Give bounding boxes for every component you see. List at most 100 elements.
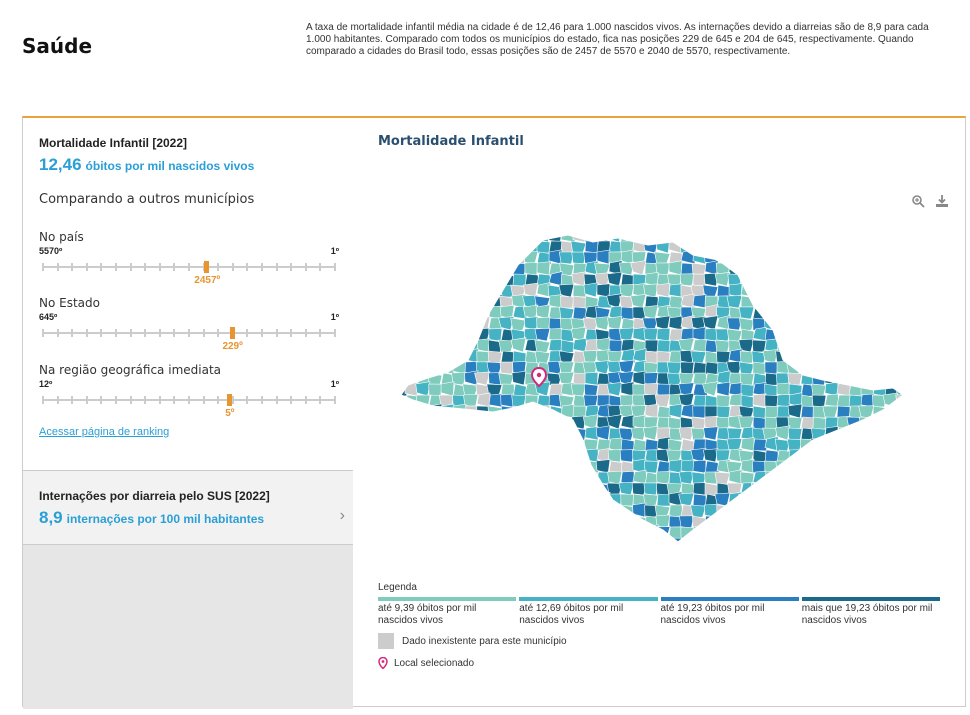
- municipality-shape[interactable]: [498, 458, 515, 474]
- municipality-shape[interactable]: [872, 469, 887, 485]
- municipality-shape[interactable]: [921, 373, 933, 385]
- municipality-shape[interactable]: [416, 272, 431, 287]
- municipality-shape[interactable]: [441, 549, 454, 560]
- municipality-shape[interactable]: [474, 515, 491, 530]
- municipality-shape[interactable]: [428, 306, 443, 320]
- municipality-shape[interactable]: [823, 306, 839, 320]
- municipality-shape[interactable]: [561, 548, 575, 560]
- municipality-shape[interactable]: [860, 304, 875, 320]
- municipality-shape[interactable]: [882, 414, 899, 430]
- municipality-shape[interactable]: [860, 491, 875, 507]
- municipality-shape[interactable]: [908, 394, 922, 407]
- municipality-shape[interactable]: [548, 449, 563, 463]
- municipality-shape[interactable]: [812, 458, 827, 474]
- municipality-shape[interactable]: [824, 436, 839, 452]
- municipality-shape[interactable]: [786, 284, 803, 298]
- municipality-shape[interactable]: [738, 250, 755, 265]
- municipality-shape[interactable]: [921, 318, 933, 331]
- municipality-shape[interactable]: [524, 230, 539, 243]
- municipality-shape[interactable]: [534, 535, 551, 550]
- municipality-shape[interactable]: [416, 284, 431, 298]
- municipality-shape[interactable]: [692, 326, 707, 342]
- municipality-shape[interactable]: [848, 448, 863, 463]
- municipality-shape[interactable]: [884, 526, 899, 540]
- municipality-shape[interactable]: [800, 273, 815, 287]
- municipality-shape[interactable]: [440, 305, 456, 320]
- municipality-shape[interactable]: [524, 394, 539, 408]
- municipality-shape[interactable]: [811, 295, 827, 309]
- municipality-shape[interactable]: [860, 526, 876, 540]
- municipality-shape[interactable]: [499, 513, 515, 529]
- municipality-shape[interactable]: [476, 493, 491, 508]
- download-icon[interactable]: [935, 194, 949, 208]
- municipality-shape[interactable]: [393, 326, 407, 342]
- municipality-shape[interactable]: [872, 427, 887, 441]
- municipality-shape[interactable]: [810, 272, 827, 287]
- municipality-shape[interactable]: [786, 261, 803, 276]
- municipality-shape[interactable]: [535, 470, 551, 485]
- municipality-shape[interactable]: [560, 328, 575, 342]
- municipality-shape[interactable]: [547, 504, 563, 519]
- municipality-shape[interactable]: [872, 361, 887, 376]
- municipality-shape[interactable]: [751, 230, 767, 243]
- municipality-shape[interactable]: [644, 339, 659, 353]
- municipality-shape[interactable]: [728, 240, 744, 254]
- municipality-shape[interactable]: [584, 524, 599, 540]
- municipality-shape[interactable]: [464, 460, 480, 474]
- municipality-shape[interactable]: [872, 524, 887, 540]
- municipality-shape[interactable]: [728, 230, 743, 243]
- municipality-shape[interactable]: [655, 238, 671, 254]
- municipality-shape[interactable]: [512, 240, 528, 254]
- municipality-shape[interactable]: [848, 537, 864, 550]
- municipality-shape[interactable]: [811, 251, 827, 265]
- mortality-card[interactable]: Mortalidade Infantil [2022] 12,46 óbitos …: [23, 118, 353, 471]
- municipality-shape[interactable]: [871, 350, 887, 364]
- municipality-shape[interactable]: [728, 249, 743, 265]
- municipality-shape[interactable]: [896, 317, 910, 332]
- municipality-shape[interactable]: [836, 328, 852, 342]
- municipality-shape[interactable]: [404, 515, 420, 529]
- municipality-shape[interactable]: [415, 482, 431, 496]
- municipality-shape[interactable]: [822, 460, 839, 475]
- municipality-shape[interactable]: [655, 315, 671, 331]
- municipality-shape[interactable]: [896, 415, 910, 430]
- municipality-shape[interactable]: [764, 470, 779, 485]
- municipality-shape[interactable]: [560, 404, 575, 419]
- municipality-shape[interactable]: [884, 262, 899, 276]
- municipality-shape[interactable]: [834, 460, 851, 474]
- municipality-shape[interactable]: [884, 460, 899, 474]
- municipality-shape[interactable]: [812, 503, 828, 518]
- municipality-shape[interactable]: [476, 262, 491, 277]
- municipality-shape[interactable]: [440, 416, 455, 430]
- municipality-shape[interactable]: [643, 482, 659, 496]
- municipality-shape[interactable]: [548, 338, 563, 353]
- municipality-shape[interactable]: [546, 492, 563, 507]
- municipality-shape[interactable]: [739, 350, 755, 364]
- municipality-shape[interactable]: [896, 240, 910, 255]
- municipality-shape[interactable]: [786, 250, 803, 265]
- municipality-shape[interactable]: [429, 548, 442, 560]
- zoom-icon[interactable]: [911, 194, 925, 208]
- municipality-shape[interactable]: [788, 271, 803, 287]
- municipality-shape[interactable]: [644, 460, 659, 474]
- municipality-shape[interactable]: [871, 295, 887, 309]
- municipality-shape[interactable]: [452, 328, 467, 342]
- municipality-shape[interactable]: [536, 481, 551, 496]
- municipality-shape[interactable]: [512, 437, 528, 452]
- municipality-shape[interactable]: [752, 535, 767, 550]
- municipality-shape[interactable]: [834, 350, 851, 364]
- municipality-shape[interactable]: [824, 284, 839, 298]
- municipality-shape[interactable]: [632, 383, 647, 397]
- municipality-shape[interactable]: [812, 526, 827, 540]
- municipality-shape[interactable]: [512, 493, 527, 507]
- municipality-shape[interactable]: [896, 447, 910, 463]
- municipality-shape[interactable]: [439, 537, 455, 551]
- municipality-shape[interactable]: [536, 261, 551, 276]
- municipality-shape[interactable]: [870, 305, 887, 320]
- municipality-shape[interactable]: [896, 427, 911, 441]
- municipality-shape[interactable]: [776, 394, 791, 408]
- municipality-shape[interactable]: [500, 230, 515, 243]
- municipality-shape[interactable]: [416, 515, 432, 529]
- municipality-shape[interactable]: [740, 537, 756, 551]
- municipality-shape[interactable]: [428, 504, 444, 518]
